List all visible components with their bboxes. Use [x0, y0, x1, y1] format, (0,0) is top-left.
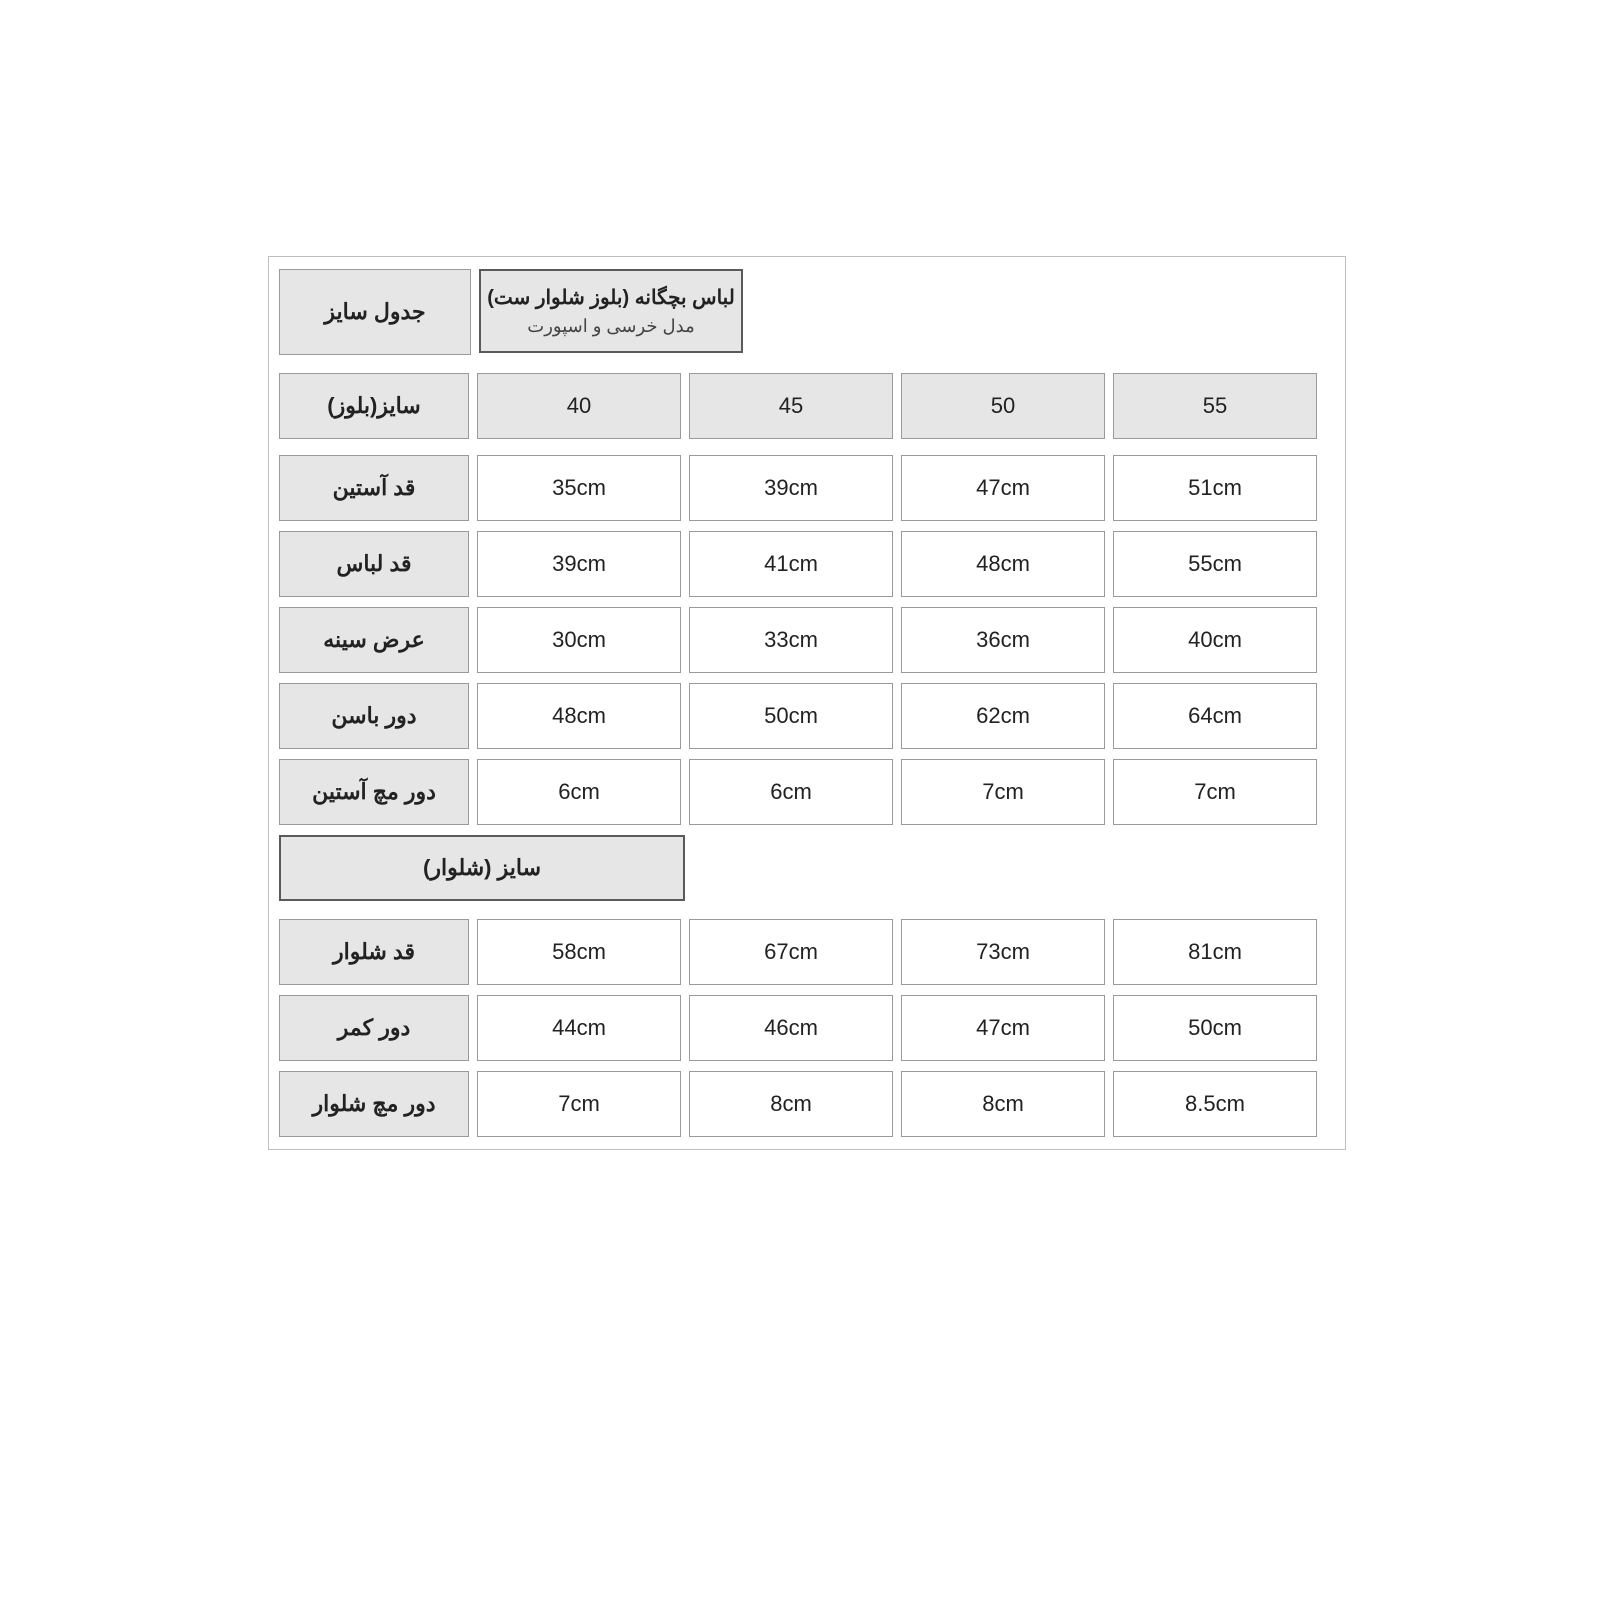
cell: 50cm: [689, 683, 893, 749]
pants-section-header: سایز (شلوار): [279, 835, 685, 901]
size-40: 40: [477, 373, 681, 439]
sizes-label: سایز(بلوز): [279, 373, 469, 439]
sizes-row: سایز(بلوز) 40 45 50 55: [279, 373, 1335, 439]
cell: 33cm: [689, 607, 893, 673]
row-pants-length: قد شلوار 58cm 67cm 73cm 81cm: [279, 919, 1335, 985]
header-row: جدول سایز لباس بچگانه (بلوز شلوار ست) مد…: [279, 269, 1335, 355]
row-label: دور کمر: [279, 995, 469, 1061]
row-label: قد لباس: [279, 531, 469, 597]
cell: 41cm: [689, 531, 893, 597]
size-55: 55: [1113, 373, 1317, 439]
cell: 81cm: [1113, 919, 1317, 985]
cell: 47cm: [901, 995, 1105, 1061]
cell: 7cm: [477, 1071, 681, 1137]
size-50: 50: [901, 373, 1105, 439]
cell: 7cm: [1113, 759, 1317, 825]
cell: 51cm: [1113, 455, 1317, 521]
pants-section-header-row: سایز (شلوار): [279, 835, 1335, 901]
product-name: لباس بچگانه (بلوز شلوار ست): [487, 285, 735, 310]
cell: 50cm: [1113, 995, 1317, 1061]
cell: 47cm: [901, 455, 1105, 521]
cell: 62cm: [901, 683, 1105, 749]
cell: 64cm: [1113, 683, 1317, 749]
table-title: جدول سایز: [279, 269, 471, 355]
row-hip: دور باسن 48cm 50cm 62cm 64cm: [279, 683, 1335, 749]
row-sleeve-length: قد آستین 35cm 39cm 47cm 51cm: [279, 455, 1335, 521]
cell: 6cm: [689, 759, 893, 825]
cell: 48cm: [901, 531, 1105, 597]
row-label: عرض سینه: [279, 607, 469, 673]
row-label: دور مچ آستین: [279, 759, 469, 825]
cell: 7cm: [901, 759, 1105, 825]
cell: 58cm: [477, 919, 681, 985]
row-chest-width: عرض سینه 30cm 33cm 36cm 40cm: [279, 607, 1335, 673]
cell: 8.5cm: [1113, 1071, 1317, 1137]
row-label: دور مچ شلوار: [279, 1071, 469, 1137]
row-label: قد شلوار: [279, 919, 469, 985]
cell: 35cm: [477, 455, 681, 521]
cell: 39cm: [477, 531, 681, 597]
cell: 40cm: [1113, 607, 1317, 673]
cell: 48cm: [477, 683, 681, 749]
row-label: قد آستین: [279, 455, 469, 521]
cell: 44cm: [477, 995, 681, 1061]
row-blouse-length: قد لباس 39cm 41cm 48cm 55cm: [279, 531, 1335, 597]
row-waist: دور کمر 44cm 46cm 47cm 50cm: [279, 995, 1335, 1061]
product-box: لباس بچگانه (بلوز شلوار ست) مدل خرسی و ا…: [479, 269, 743, 353]
row-label: دور باسن: [279, 683, 469, 749]
row-pants-cuff: دور مچ شلوار 7cm 8cm 8cm 8.5cm: [279, 1071, 1335, 1137]
cell: 30cm: [477, 607, 681, 673]
cell: 8cm: [901, 1071, 1105, 1137]
cell: 73cm: [901, 919, 1105, 985]
cell: 39cm: [689, 455, 893, 521]
cell: 8cm: [689, 1071, 893, 1137]
size-45: 45: [689, 373, 893, 439]
cell: 6cm: [477, 759, 681, 825]
cell: 67cm: [689, 919, 893, 985]
size-chart: جدول سایز لباس بچگانه (بلوز شلوار ست) مد…: [268, 256, 1346, 1150]
spacer: [685, 835, 1335, 901]
cell: 55cm: [1113, 531, 1317, 597]
product-model: مدل خرسی و اسپورت: [527, 316, 694, 337]
row-sleeve-cuff: دور مچ آستین 6cm 6cm 7cm 7cm: [279, 759, 1335, 825]
cell: 36cm: [901, 607, 1105, 673]
cell: 46cm: [689, 995, 893, 1061]
